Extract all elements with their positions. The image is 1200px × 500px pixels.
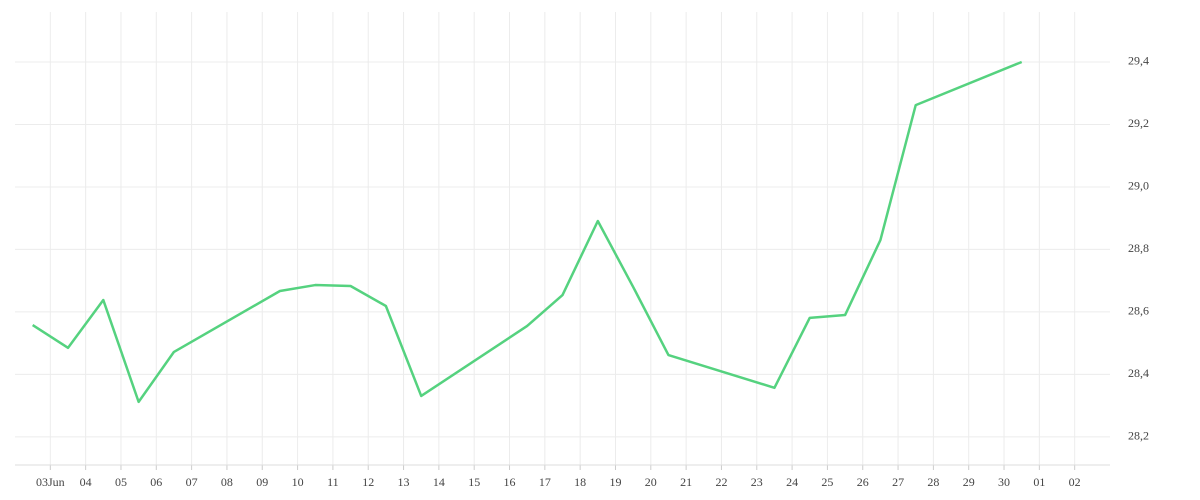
x-tick-label: 24 — [786, 475, 798, 489]
y-tick-label: 28,8 — [1128, 241, 1149, 255]
x-tick-label: 27 — [892, 475, 904, 489]
x-tick-label: 25 — [821, 475, 833, 489]
x-tick-label: 21 — [680, 475, 692, 489]
x-tick-label: 11 — [327, 475, 339, 489]
line-series — [31, 60, 1023, 404]
x-tick-label: 10 — [292, 475, 304, 489]
x-tick-label: 16 — [504, 475, 516, 489]
x-tick-label: 05 — [115, 475, 127, 489]
x-tick-label: 26 — [857, 475, 869, 489]
x-tick-label: 07 — [186, 475, 198, 489]
y-tick-label: 28,2 — [1128, 429, 1149, 443]
x-tick-label: 23 — [751, 475, 763, 489]
x-tick-label: 29 — [963, 475, 975, 489]
y-tick-label: 29,4 — [1128, 54, 1149, 68]
x-tick-label: 06 — [150, 475, 162, 489]
y-tick-label: 28,4 — [1128, 366, 1149, 380]
x-tick-label: 03Jun — [36, 475, 65, 489]
x-tick-label: 12 — [362, 475, 374, 489]
x-tick-label: 09 — [256, 475, 268, 489]
x-tick-label: 17 — [539, 475, 551, 489]
x-tick-label: 13 — [398, 475, 410, 489]
x-tick-label: 15 — [468, 475, 480, 489]
x-tick-label: 08 — [221, 475, 233, 489]
x-tick-label: 20 — [645, 475, 657, 489]
x-tick-label: 19 — [609, 475, 621, 489]
x-tick-label: 22 — [715, 475, 727, 489]
x-tick-label: 14 — [433, 475, 445, 489]
x-tick-label: 30 — [998, 475, 1010, 489]
y-tick-label: 29,2 — [1128, 116, 1149, 130]
x-tick-label: 02 — [1069, 475, 1081, 489]
y-tick-label: 29,0 — [1128, 179, 1149, 193]
x-tick-label: 04 — [80, 475, 92, 489]
y-tick-label: 28,6 — [1128, 304, 1149, 318]
x-tick-label: 28 — [927, 475, 939, 489]
x-tick-label: 01 — [1033, 475, 1045, 489]
x-tick-label: 18 — [574, 475, 586, 489]
